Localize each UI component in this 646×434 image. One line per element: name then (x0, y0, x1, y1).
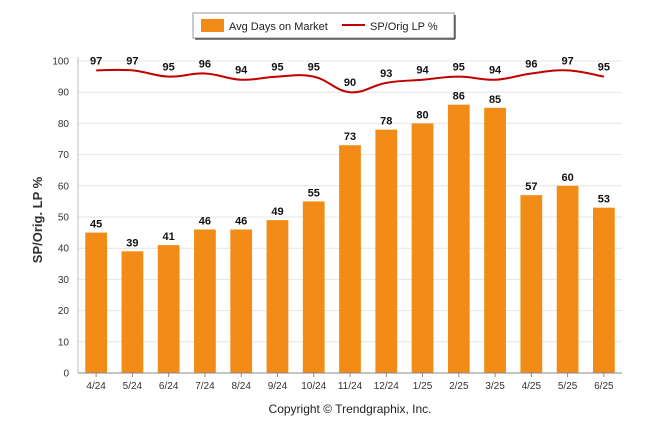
y-tick-label-30: 30 (58, 275, 70, 286)
bar-1/25 (411, 123, 434, 374)
x-tick-label-4/25: 4/25 (522, 381, 542, 392)
y-tick-label-80: 80 (58, 119, 70, 130)
x-tick-label-3/25: 3/25 (485, 381, 505, 392)
line-label-12/24: 93 (380, 68, 392, 80)
x-tick-label-12/24: 12/24 (374, 381, 399, 392)
line-label-3/25: 94 (489, 65, 502, 77)
x-tick-label-5/25: 5/25 (558, 381, 578, 392)
line-label-7/24: 96 (199, 58, 211, 70)
data-labels: 45 39 41 46 46 49 55 73 78 80 86 85 57 60 53 97 97 95 96 94… (90, 55, 610, 249)
x-tick-label-6/25: 6/25 (594, 381, 614, 392)
bar-label-9/24: 49 (271, 206, 283, 218)
y-tick-label-0: 0 (63, 369, 69, 380)
line-label-8/24: 94 (235, 65, 248, 77)
line-label-10/24: 95 (308, 62, 320, 74)
bar-label-4/24: 45 (90, 219, 102, 231)
line-label-5/25: 97 (561, 55, 573, 67)
x-tick-label-5/24: 5/24 (123, 381, 143, 392)
bar-7/24 (194, 229, 216, 373)
bar-label-5/24: 39 (126, 237, 138, 249)
line-label-5/24: 97 (126, 55, 138, 67)
bar-label-6/24: 41 (163, 231, 175, 243)
y-axis-label: SP/Orig. LP % (30, 176, 45, 263)
bar-3/25 (484, 107, 506, 374)
bar-series (85, 104, 615, 374)
bar-label-7/24: 46 (199, 215, 211, 227)
line-label-6/24: 95 (163, 62, 175, 74)
y-tick-label-50: 50 (58, 213, 70, 224)
bar-10/24 (302, 201, 325, 373)
y-tick-label-90: 90 (58, 88, 70, 99)
legend-swatch-bar (201, 19, 224, 32)
line-label-9/24: 95 (271, 62, 283, 74)
x-tick-label-4/24: 4/24 (86, 381, 106, 392)
y-tick-label-70: 70 (58, 150, 70, 161)
x-tick-label-1/25: 1/25 (413, 381, 433, 392)
y-tick-label-40: 40 (58, 244, 70, 255)
x-tick-label-10/24: 10/24 (301, 381, 326, 392)
bar-2/25 (447, 104, 470, 374)
bar-label-6/25: 53 (598, 194, 610, 206)
bar-6/25 (592, 207, 615, 373)
bar-5/24 (121, 251, 144, 373)
bar-label-12/24: 78 (380, 116, 392, 128)
bar-label-4/25: 57 (525, 181, 537, 193)
legend: Avg Days on Market SP/Orig LP % (192, 12, 456, 40)
line-label-11/24: 90 (344, 77, 356, 89)
axes: 0 10 20 30 40 50 60 70 80 90 100 4/24 5/24 6/24 7/24 8/… (52, 57, 622, 392)
copyright-footer: Copyright © Trendgraphix, Inc. (269, 402, 432, 416)
x-tick-label-7/24: 7/24 (195, 381, 215, 392)
legend-label-bar: Avg Days on Market (229, 21, 328, 33)
y-tick-label-60: 60 (58, 181, 70, 192)
bar-8/24 (230, 229, 253, 373)
bar-label-11/24: 73 (344, 131, 356, 143)
x-tick-label-8/24: 8/24 (231, 381, 251, 392)
legend-box (192, 12, 455, 39)
y-tick-label-100: 100 (52, 57, 69, 68)
bar-6/24 (157, 245, 180, 373)
bar-4/25 (520, 195, 543, 373)
x-tick-label-2/25: 2/25 (449, 381, 469, 392)
bar-label-8/24: 46 (235, 215, 247, 227)
bar-11/24 (339, 145, 361, 373)
x-tick-label-9/24: 9/24 (268, 381, 288, 392)
bar-9/24 (266, 220, 289, 373)
bar-label-5/25: 60 (561, 172, 573, 184)
x-tick-label-11/24: 11/24 (338, 381, 363, 392)
bar-4/24 (85, 232, 108, 373)
y-tick-label-20: 20 (58, 306, 70, 317)
legend-label-line: SP/Orig LP % (370, 21, 438, 33)
bar-label-10/24: 55 (308, 187, 320, 199)
bar-label-3/25: 85 (489, 94, 501, 106)
line-label-1/25: 94 (416, 65, 429, 77)
line-label-4/25: 96 (525, 58, 537, 70)
bar-12/24 (375, 129, 398, 373)
line-label-6/25: 95 (598, 62, 610, 74)
bar-label-2/25: 86 (453, 91, 465, 103)
x-tick-label-6/24: 6/24 (159, 381, 179, 392)
y-tick-label-10: 10 (58, 337, 70, 348)
line-series (96, 68, 605, 94)
line-label-4/24: 97 (90, 55, 102, 67)
bar-label-1/25: 80 (416, 109, 428, 121)
line-label-2/25: 95 (453, 62, 465, 74)
bar-5/25 (556, 185, 579, 373)
